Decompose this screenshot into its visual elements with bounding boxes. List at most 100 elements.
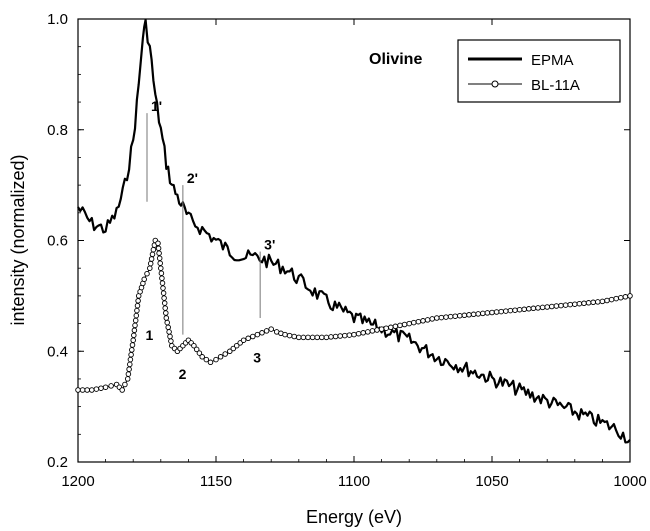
data-point-bl11a xyxy=(343,333,348,338)
data-point-bl11a xyxy=(329,335,334,340)
data-point-bl11a xyxy=(333,334,338,339)
data-point-bl11a xyxy=(444,315,449,320)
data-point-bl11a xyxy=(130,348,135,353)
data-point-bl11a xyxy=(320,335,325,340)
data-point-bl11a xyxy=(157,251,162,256)
data-point-bl11a xyxy=(485,311,490,316)
data-point-bl11a xyxy=(269,327,274,332)
data-point-bl11a xyxy=(527,307,532,312)
data-point-bl11a xyxy=(623,295,628,300)
data-point-bl11a xyxy=(402,322,407,327)
y-axis-label: intensity (normalized) xyxy=(8,154,28,325)
data-point-bl11a xyxy=(132,328,137,333)
legend-marker-bl11a xyxy=(492,81,498,87)
data-point-bl11a xyxy=(324,335,329,340)
data-point-bl11a xyxy=(435,316,440,321)
data-point-bl11a xyxy=(130,343,135,348)
data-point-bl11a xyxy=(600,299,605,304)
data-point-bl11a xyxy=(347,333,352,338)
data-point-bl11a xyxy=(142,277,147,282)
data-point-bl11a xyxy=(132,333,137,338)
data-point-bl11a xyxy=(628,294,633,299)
data-point-bl11a xyxy=(148,266,153,271)
data-point-bl11a xyxy=(338,334,343,339)
data-point-bl11a xyxy=(162,296,167,301)
data-point-bl11a xyxy=(128,357,133,362)
data-point-bl11a xyxy=(407,321,412,326)
data-point-bl11a xyxy=(554,304,559,309)
data-point-bl11a xyxy=(568,302,573,307)
data-point-bl11a xyxy=(577,301,582,306)
data-point-bl11a xyxy=(103,385,108,390)
data-point-bl11a xyxy=(157,256,162,261)
peak-label: 3 xyxy=(253,349,261,365)
data-point-bl11a xyxy=(126,372,131,377)
data-point-bl11a xyxy=(591,300,596,305)
data-point-bl11a xyxy=(136,299,141,304)
data-point-bl11a xyxy=(80,388,85,393)
data-point-bl11a xyxy=(148,261,153,266)
data-point-bl11a xyxy=(504,309,509,314)
data-point-bl11a xyxy=(159,266,164,271)
data-point-bl11a xyxy=(109,384,114,389)
data-point-bl11a xyxy=(499,309,504,314)
data-point-bl11a xyxy=(412,320,417,325)
data-point-bl11a xyxy=(425,318,430,323)
data-point-bl11a xyxy=(204,357,209,362)
data-point-bl11a xyxy=(160,281,165,286)
data-point-bl11a xyxy=(467,313,472,318)
chart-title: Olivine xyxy=(369,51,422,68)
data-point-bl11a xyxy=(150,252,155,257)
data-point-bl11a xyxy=(430,317,435,322)
data-point-bl11a xyxy=(94,387,99,392)
data-point-bl11a xyxy=(605,298,610,303)
data-point-bl11a xyxy=(134,313,139,318)
data-point-bl11a xyxy=(159,271,164,276)
data-point-bl11a xyxy=(165,320,170,325)
data-point-bl11a xyxy=(246,336,251,341)
data-point-bl11a xyxy=(128,362,133,367)
data-point-bl11a xyxy=(200,355,205,360)
legend: EPMA BL-11A xyxy=(458,40,620,102)
data-point-bl11a xyxy=(582,301,587,306)
data-point-bl11a xyxy=(135,303,140,308)
data-point-bl11a xyxy=(149,257,154,262)
peak-label: 1' xyxy=(151,98,162,114)
data-point-bl11a xyxy=(214,357,219,362)
data-point-bl11a xyxy=(439,315,444,320)
data-point-bl11a xyxy=(416,319,421,324)
data-point-bl11a xyxy=(163,306,168,311)
data-point-bl11a xyxy=(398,323,403,328)
data-point-bl11a xyxy=(448,314,453,319)
data-point-bl11a xyxy=(164,311,169,316)
data-point-bl11a xyxy=(513,308,518,313)
data-point-bl11a xyxy=(545,305,550,310)
data-point-bl11a xyxy=(99,386,104,391)
data-point-bl11a xyxy=(133,318,138,323)
x-axis-label: Energy (eV) xyxy=(306,507,402,527)
data-point-bl11a xyxy=(490,310,495,315)
legend-label-epma: EPMA xyxy=(531,52,574,69)
data-point-bl11a xyxy=(609,297,614,302)
data-point-bl11a xyxy=(356,331,361,336)
data-point-bl11a xyxy=(559,303,564,308)
data-point-bl11a xyxy=(90,388,95,393)
data-point-bl11a xyxy=(151,247,156,252)
data-point-bl11a xyxy=(292,334,297,339)
data-point-bl11a xyxy=(129,352,134,357)
peak-label: 3' xyxy=(264,237,275,253)
data-point-bl11a xyxy=(458,313,463,318)
data-point-bl11a xyxy=(384,326,389,331)
data-point-bl11a xyxy=(586,301,591,306)
peak-label: 2 xyxy=(179,366,187,382)
peak-label: 1 xyxy=(146,327,154,343)
data-point-bl11a xyxy=(162,301,167,306)
data-point-bl11a xyxy=(158,261,163,266)
y-tick-label: 0.6 xyxy=(47,233,68,250)
data-point-bl11a xyxy=(85,388,90,393)
x-tick-label: 1100 xyxy=(338,473,370,490)
data-point-bl11a xyxy=(517,307,522,312)
data-point-bl11a xyxy=(283,332,288,337)
data-point-bl11a xyxy=(375,328,380,333)
